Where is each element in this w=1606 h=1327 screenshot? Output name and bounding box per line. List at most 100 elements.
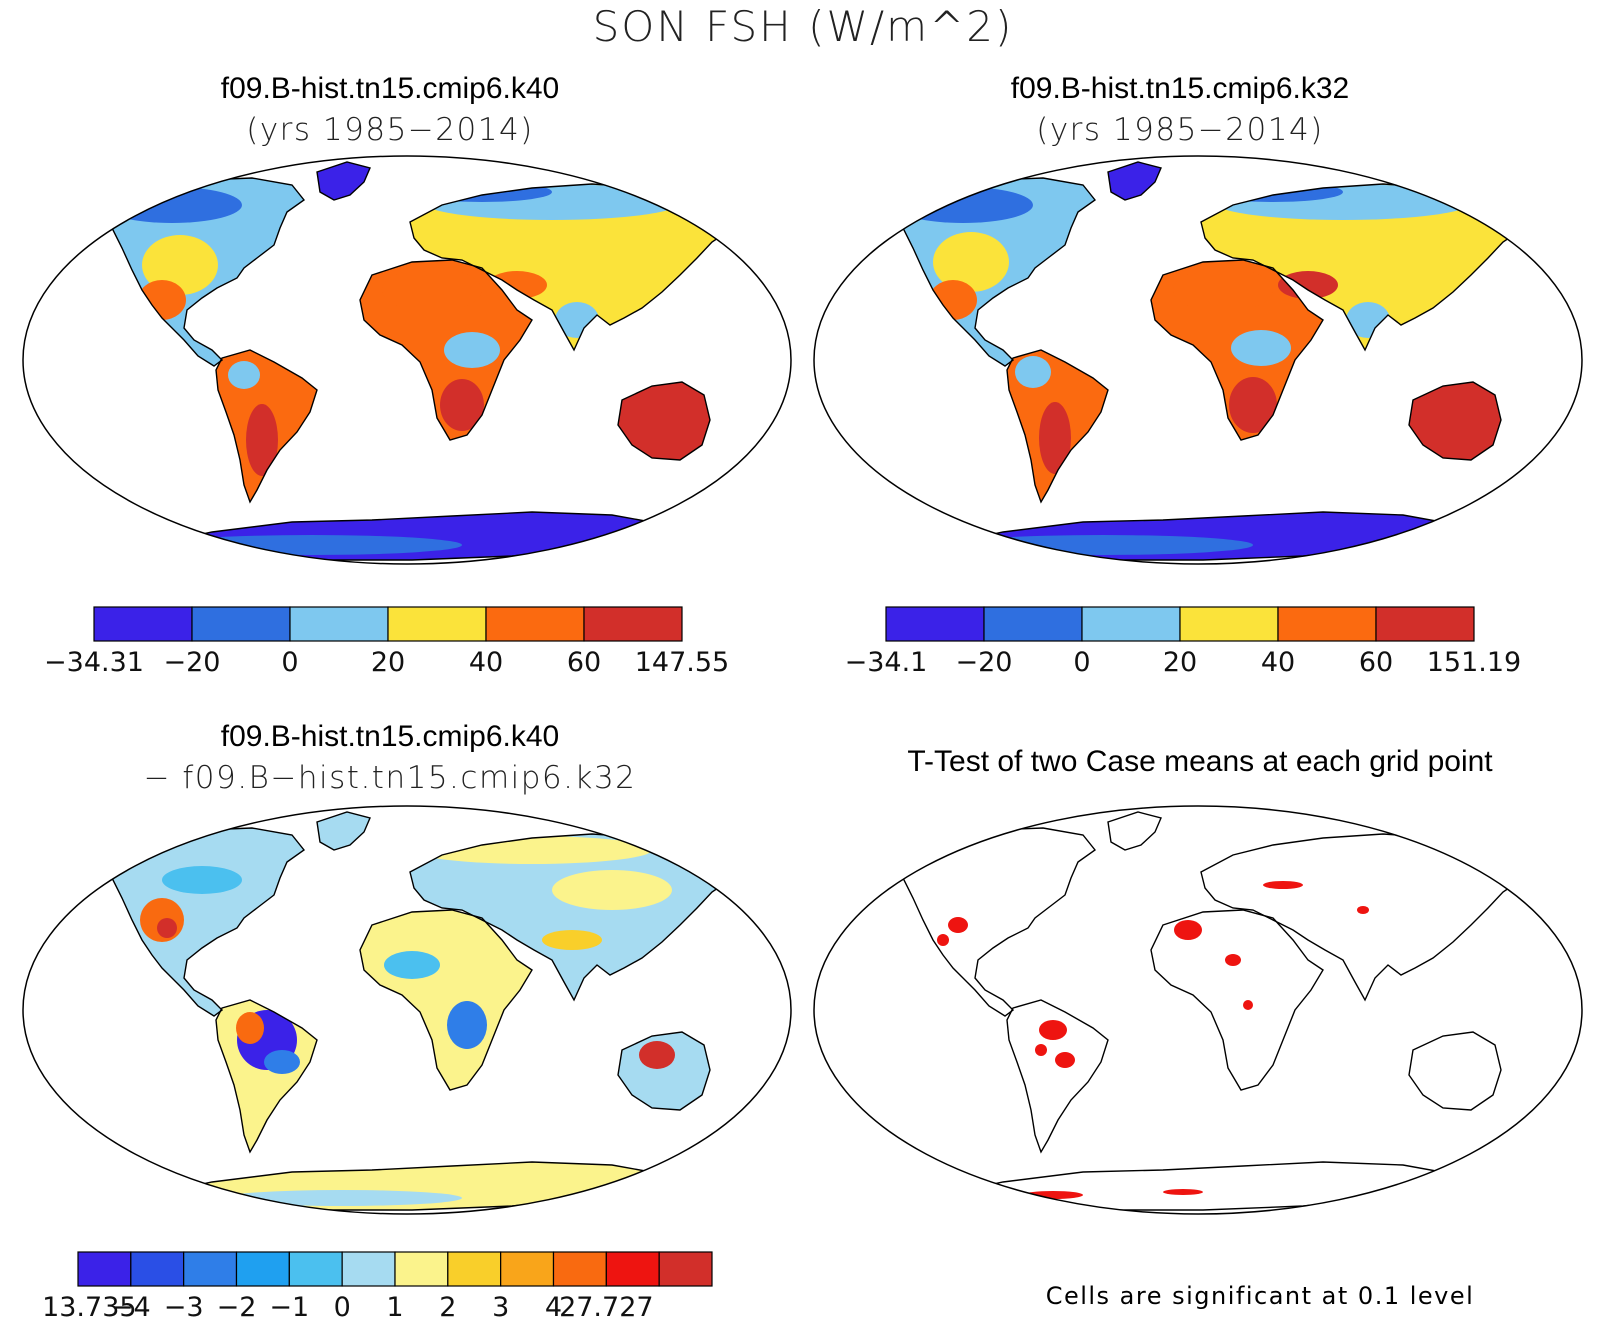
map-panel-ttest	[813, 805, 1583, 1215]
colorbar-box	[288, 1251, 343, 1287]
antarctica-fill	[152, 512, 672, 560]
field-patch	[162, 535, 462, 555]
africa-coastline	[359, 259, 533, 441]
field-patch	[138, 280, 186, 320]
colorbar-label: 151.19	[1427, 647, 1521, 678]
colorbar-label: 2	[439, 1292, 456, 1323]
colorbar-label: 1	[386, 1292, 403, 1323]
panel-case2-subtitle: (yrs 1985−2014)	[1036, 112, 1324, 148]
greenland-fill	[1108, 162, 1161, 200]
colorbar-box	[191, 606, 291, 642]
australia-coastline	[617, 1031, 711, 1111]
field-patch	[948, 917, 968, 933]
field-patch	[552, 870, 672, 910]
colorbar-box	[341, 1251, 396, 1287]
field-patch	[382, 268, 482, 312]
antarctica-fill	[943, 512, 1463, 560]
field-patch	[1443, 962, 1453, 978]
colorbar-box	[605, 1251, 660, 1287]
southamerica-coastline	[1006, 999, 1109, 1154]
colorbar-box	[289, 606, 389, 642]
australia-fill	[1409, 382, 1501, 460]
field-patch	[1213, 184, 1473, 220]
australia-coastline	[617, 381, 711, 461]
eurasia-fill	[410, 184, 732, 350]
colorbar-box	[235, 1251, 290, 1287]
field-patch	[1231, 330, 1291, 366]
africa-coastline	[1150, 909, 1324, 1091]
field-patch	[1015, 356, 1051, 388]
colorbar-label: 3	[492, 1292, 509, 1323]
colorbar-label: 60	[567, 647, 601, 678]
map-boundary	[22, 805, 792, 1215]
field-patch	[487, 271, 547, 299]
antarctica-fill	[943, 1162, 1463, 1210]
eurasia-fill	[1201, 834, 1523, 1000]
northamerica-fill	[898, 828, 1095, 1016]
colorbar-box	[885, 606, 985, 642]
field-patch	[228, 361, 260, 389]
southamerica-coastline	[1006, 349, 1109, 504]
northamerica-coastline	[106, 827, 306, 1017]
colorbar-box	[394, 1251, 449, 1287]
colorbar-label: 40	[469, 647, 503, 678]
colorbar-label: 4	[545, 1292, 562, 1323]
field-patch	[412, 182, 552, 202]
colorbar-box	[1277, 606, 1377, 642]
world-map-diff	[106, 811, 733, 1211]
colorbar-label: 0	[1073, 647, 1090, 678]
colorbar-box	[447, 1251, 502, 1287]
panel-ttest-title: T-Test of two Case means at each grid po…	[907, 745, 1493, 778]
australia-fill	[1409, 1032, 1501, 1110]
greenland-coastline	[1107, 811, 1162, 851]
southamerica-coastline	[215, 999, 318, 1154]
colorbar-label: −20	[956, 647, 1013, 678]
colorbar-case1: −34.31 −20 0 20 40 60 147.55	[44, 606, 729, 678]
panel-diff-subtitle: − f09.B−hist.tn15.cmip6.k32	[143, 760, 637, 796]
field-patch	[236, 1012, 264, 1044]
field-patch	[412, 836, 652, 864]
field-patch	[1225, 954, 1241, 966]
field-patch	[162, 866, 242, 894]
world-map-case1	[106, 161, 733, 561]
field-patch	[1174, 920, 1202, 940]
field-patch	[639, 1041, 675, 1069]
australia-fill	[618, 382, 710, 460]
greenland-fill	[317, 812, 370, 850]
field-patch	[264, 1050, 300, 1074]
colorbar-box	[77, 1251, 132, 1287]
greenland-fill	[317, 162, 370, 200]
significance-footnote: Cells are significant at 0.1 level	[1045, 1282, 1475, 1310]
australia-coastline	[1408, 1031, 1502, 1111]
colorbar-label: −34.1	[845, 647, 928, 678]
greenland-coastline	[1107, 161, 1162, 201]
colorbar-label: −20	[164, 647, 221, 678]
colorbar-label: −13.735	[40, 1292, 137, 1323]
field-patch	[107, 187, 242, 223]
colorbar-box	[387, 606, 487, 642]
field-patch	[1055, 1052, 1075, 1068]
panel-case1-subtitle: (yrs 1985−2014)	[246, 112, 534, 148]
southamerica-coastline	[215, 349, 318, 504]
field-patch	[440, 379, 484, 431]
greenland-coastline	[316, 811, 371, 851]
colorbar-label: −4	[111, 1292, 151, 1323]
northamerica-coastline	[897, 177, 1097, 367]
colorbar-box	[552, 1251, 607, 1287]
field-patch	[1263, 881, 1303, 889]
field-patch	[142, 235, 218, 295]
colorbar-box	[658, 1251, 713, 1287]
colorbar-box	[500, 1251, 555, 1287]
africa-fill	[360, 910, 532, 1090]
field-patch	[929, 280, 977, 320]
map-boundary	[22, 155, 792, 565]
africa-coastline	[1150, 259, 1324, 441]
colorbar-label: −34.31	[44, 647, 144, 678]
map-boundary	[813, 155, 1583, 565]
field-patch	[157, 918, 177, 938]
field-patch	[1229, 377, 1277, 433]
map-panel-case2	[813, 155, 1583, 565]
colorbar-box	[485, 606, 585, 642]
colorbar-label: 20	[371, 647, 405, 678]
colorbar-box	[1179, 606, 1279, 642]
